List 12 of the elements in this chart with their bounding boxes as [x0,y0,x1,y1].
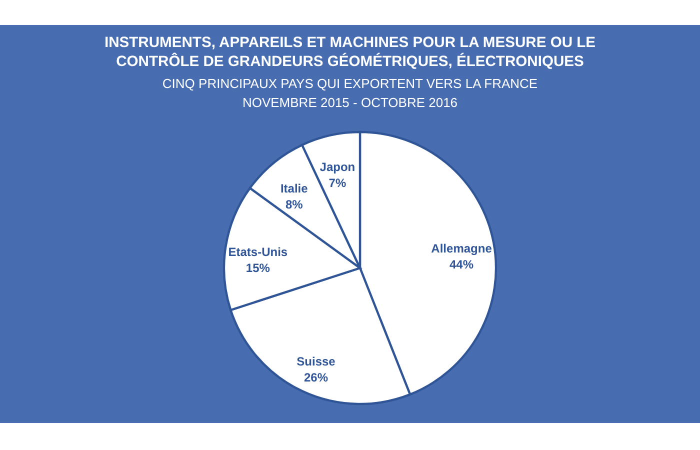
slice-label: Etats-Unis [228,244,288,259]
slice-label: Allemagne [431,242,492,256]
data-label: 15% [246,260,270,275]
data-label: 26% [304,370,328,385]
slice-label: Suisse [296,354,336,369]
data-label: 44% [450,258,474,272]
slice-label: Japon [320,160,356,174]
data-label: 8% [285,197,304,212]
data-label: 7% [328,176,346,190]
chart-subtitle: CINQ PRINCIPAUX PAYS QUI EXPORTENT VERS LA FRANCE NOVEMBRE 2015 - OCTOBRE 2016 [162,76,538,110]
slice-label: Italie [280,181,308,196]
chart-title: INSTRUMENTS, APPAREILS ET MACHINES POUR LA MESURE OU LE CONTRÔLE DE GRANDEURS GÉOMÉTRIQUES, ÉLECTRONIQUES [104,35,596,70]
